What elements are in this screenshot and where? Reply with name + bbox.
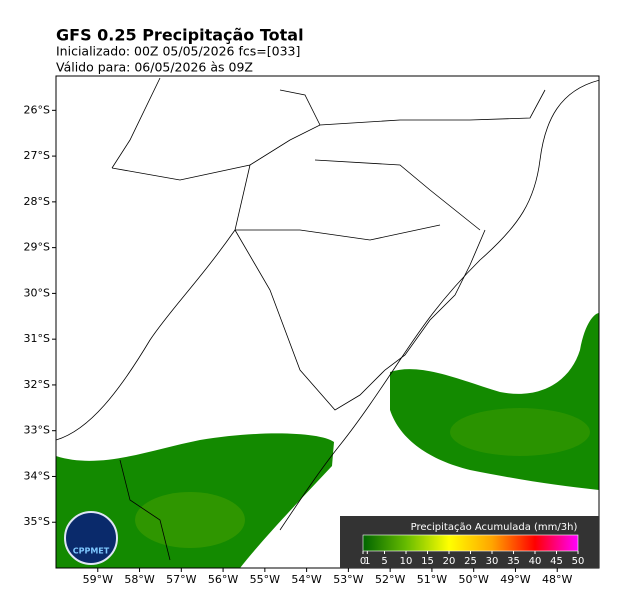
colorbar-bar [362,534,579,552]
y-tick-label: 28°S [24,195,50,208]
y-tick-label: 35°S [24,515,50,528]
colorbar-tick-label: 35 [507,556,520,567]
y-tick-label: 34°S [24,469,50,482]
y-tick-label: 29°S [24,241,50,254]
x-tick-label: 56°W [208,573,238,586]
y-tick-label: 33°S [24,424,50,437]
colorbar-tick-label: 40 [529,556,542,567]
coastline [279,79,599,531]
subtitle: Inicializado: 00Z 05/05/2026 fcs=[033] [56,44,300,59]
colorbar-tick-label: 5 [381,556,387,567]
y-tick-label: 30°S [24,286,50,299]
colorbar-tick-label: 45 [550,556,563,567]
map-area [56,77,599,568]
colorbar-tick-label: 20 [443,556,456,567]
precip-area [135,492,245,548]
x-tick-label: 54°W [291,573,321,586]
colorbar-label: Precipitação Acumulada (mm/3h) [411,522,578,533]
title: GFS 0.25 Precipitação Total [56,26,304,45]
country-border [56,229,236,561]
colorbar-tick-label: 0 [360,556,366,567]
x-tick-label: 57°W [166,573,196,586]
precip-area [390,313,599,490]
colorbar-tick-label: 1 [364,556,370,567]
subtitle: Válido para: 06/05/2026 às 09Z [56,60,253,75]
precip-area [450,408,590,456]
x-tick-label: 50°W [459,573,489,586]
colorbar: 01 5 10 15 20 25 30 35 40 45 50 [360,534,585,567]
colorbar-tick-label: 15 [421,556,434,567]
colorbar-tick-label: 25 [464,556,477,567]
y-tick-label: 27°S [24,149,50,162]
map-frame [55,75,600,569]
x-tick-label: 52°W [375,573,405,586]
x-tick-label: 49°W [500,573,530,586]
x-tick-label: 58°W [124,573,154,586]
logo-badge [64,511,118,565]
colorbar-tick-label: 50 [572,556,585,567]
x-tick-label: 59°W [83,573,113,586]
colorbar-tick-label: 10 [400,556,413,567]
y-tick-label: 31°S [24,332,50,345]
logo-text: CPPMET [73,547,110,556]
x-tick-label: 51°W [417,573,447,586]
y-tick-label: 26°S [24,103,50,116]
x-tick-label: 55°W [250,573,280,586]
x-tick-label: 53°W [333,573,363,586]
state-border [111,77,546,411]
axes: 59°W 58°W 57°W 56°W 55°W 54°W 53°W 52°W 51°W 50°W… [24,103,573,586]
y-tick-label: 32°S [24,378,50,391]
x-tick-label: 48°W [542,573,572,586]
colorbar-tick-label: 30 [486,556,499,567]
